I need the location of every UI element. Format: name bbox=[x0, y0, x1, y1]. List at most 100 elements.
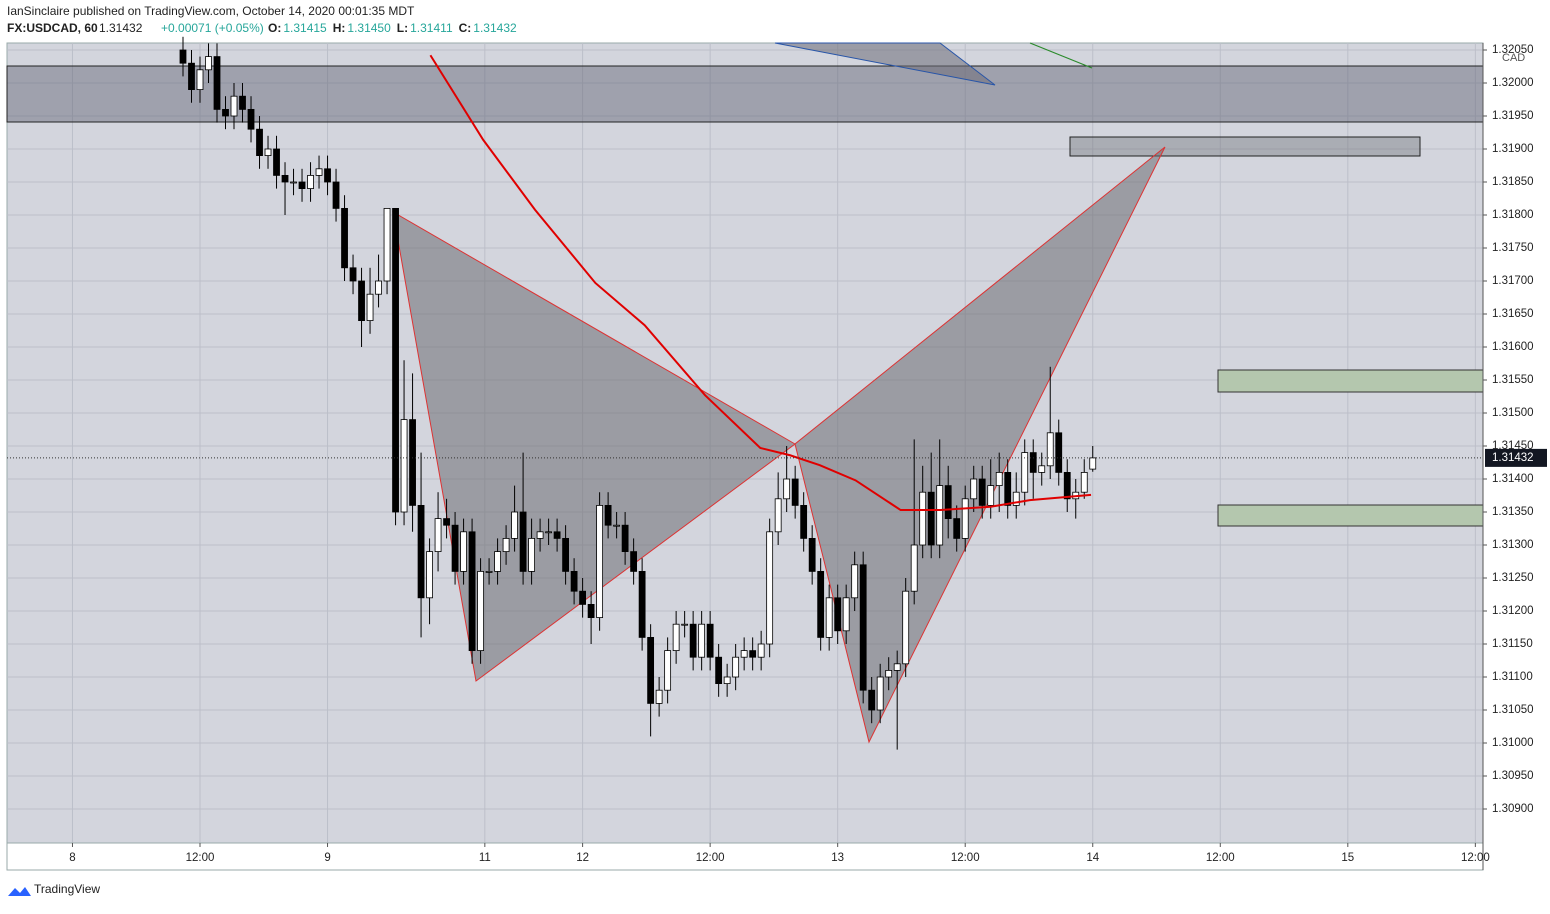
candle-body bbox=[358, 280, 365, 322]
candle-body bbox=[783, 478, 791, 500]
candle-body bbox=[655, 689, 663, 704]
candle-body bbox=[273, 148, 280, 176]
candle-body bbox=[851, 564, 859, 599]
candle-body bbox=[613, 524, 621, 527]
candle-body bbox=[1046, 432, 1054, 467]
zone bbox=[1217, 504, 1484, 527]
candle-body bbox=[893, 663, 901, 671]
ohlc-label: C: bbox=[459, 21, 472, 35]
y-tick-label: 1.31850 bbox=[1492, 176, 1534, 188]
currency: CAD bbox=[1502, 52, 1525, 64]
x-tick-label: 13 bbox=[831, 852, 844, 864]
candle-body bbox=[1012, 491, 1020, 506]
candle-body bbox=[800, 505, 808, 539]
time-axis bbox=[6, 842, 1484, 871]
candle-body bbox=[545, 531, 552, 534]
candle-body bbox=[749, 650, 757, 658]
y-tick-label: 1.31700 bbox=[1492, 275, 1534, 287]
candle-body bbox=[230, 95, 238, 117]
pattern bbox=[774, 42, 996, 86]
y-tick-label: 1.31200 bbox=[1492, 605, 1534, 617]
x-tick-label: 15 bbox=[1341, 852, 1354, 864]
candle-body bbox=[205, 56, 212, 71]
candle-body bbox=[1021, 452, 1029, 493]
candle-body bbox=[868, 689, 876, 711]
y-tick-label: 1.31800 bbox=[1492, 209, 1534, 221]
axes: 1.30900 1.30950 1.31000 1.31050 1.31100 1.311… bbox=[7, 44, 1547, 864]
candle-body bbox=[910, 544, 918, 592]
candle-body bbox=[264, 148, 272, 156]
candle-body bbox=[562, 538, 570, 572]
candle-body bbox=[222, 108, 229, 117]
candle-body bbox=[927, 491, 935, 546]
candle-body bbox=[375, 280, 382, 295]
y-tick-label: 1.31250 bbox=[1492, 572, 1534, 584]
moving-average bbox=[429, 54, 1092, 512]
candle-body bbox=[936, 485, 944, 546]
candle-body bbox=[400, 419, 408, 513]
candle-body bbox=[715, 656, 723, 685]
candle-body bbox=[630, 551, 638, 572]
candle-body bbox=[417, 505, 425, 599]
candle-body bbox=[919, 491, 927, 546]
candle-body bbox=[553, 531, 561, 539]
candle-body bbox=[1055, 432, 1063, 473]
candle-body bbox=[638, 571, 646, 638]
ohlc-value: 1.31450 bbox=[347, 21, 391, 35]
last: 1.31432 bbox=[99, 21, 143, 35]
candle-body bbox=[723, 676, 731, 685]
candle-body bbox=[451, 524, 459, 572]
symbol: FX:USDCAD, 60 bbox=[7, 21, 98, 35]
y-tick-label: 1.30950 bbox=[1492, 770, 1534, 782]
ohlc-value: 1.31415 bbox=[283, 21, 327, 35]
candle-body bbox=[1038, 465, 1046, 473]
last-price-box bbox=[1485, 448, 1547, 467]
candle-body bbox=[247, 108, 255, 130]
candle-body bbox=[791, 478, 799, 506]
x-tick-label: 12:00 bbox=[951, 852, 980, 864]
candle-body bbox=[621, 524, 629, 553]
zone bbox=[1069, 136, 1421, 157]
candles bbox=[179, 36, 1097, 750]
candle-body bbox=[392, 207, 399, 513]
candle-body bbox=[196, 69, 204, 90]
candle-body bbox=[477, 571, 484, 652]
candle-body bbox=[281, 174, 289, 183]
candle-body bbox=[706, 623, 714, 658]
candle-body bbox=[1080, 472, 1088, 493]
candle-body bbox=[383, 207, 391, 282]
candle-body bbox=[579, 590, 587, 605]
last-price-label: 1.31432 bbox=[1492, 452, 1534, 464]
ohlc-label: O: bbox=[268, 21, 281, 35]
x-tick-label: 12:00 bbox=[186, 852, 215, 864]
brand: TradingView bbox=[34, 882, 100, 896]
candle-body bbox=[698, 623, 706, 658]
candle-body bbox=[825, 597, 833, 638]
y-tick-label: 1.31900 bbox=[1492, 143, 1534, 155]
y-tick-label: 1.31500 bbox=[1492, 407, 1534, 419]
candle-body bbox=[290, 181, 297, 184]
candle-body bbox=[239, 95, 246, 110]
candle-body bbox=[485, 571, 493, 573]
y-tick-label: 1.30900 bbox=[1492, 803, 1534, 815]
candle-body bbox=[774, 498, 782, 533]
x-tick-label: 9 bbox=[324, 852, 330, 864]
y-tick-label: 1.31400 bbox=[1492, 473, 1534, 485]
candle-body bbox=[468, 531, 476, 652]
candle-body bbox=[604, 505, 612, 526]
x-tick-label: 12:00 bbox=[1461, 852, 1490, 864]
y-tick-label: 1.31950 bbox=[1492, 110, 1534, 122]
candle-body bbox=[536, 531, 544, 539]
drawings bbox=[6, 42, 1484, 744]
candle-body bbox=[1063, 472, 1071, 500]
zone bbox=[1217, 369, 1484, 393]
x-tick-label: 12:00 bbox=[1206, 852, 1235, 864]
x-tick-label: 8 bbox=[69, 852, 75, 864]
candle-body bbox=[349, 267, 357, 282]
x-tick-label: 14 bbox=[1086, 852, 1099, 864]
candle-body bbox=[817, 571, 825, 638]
candle-body bbox=[494, 551, 501, 572]
candle-body bbox=[885, 670, 893, 678]
candle-body bbox=[519, 511, 527, 572]
